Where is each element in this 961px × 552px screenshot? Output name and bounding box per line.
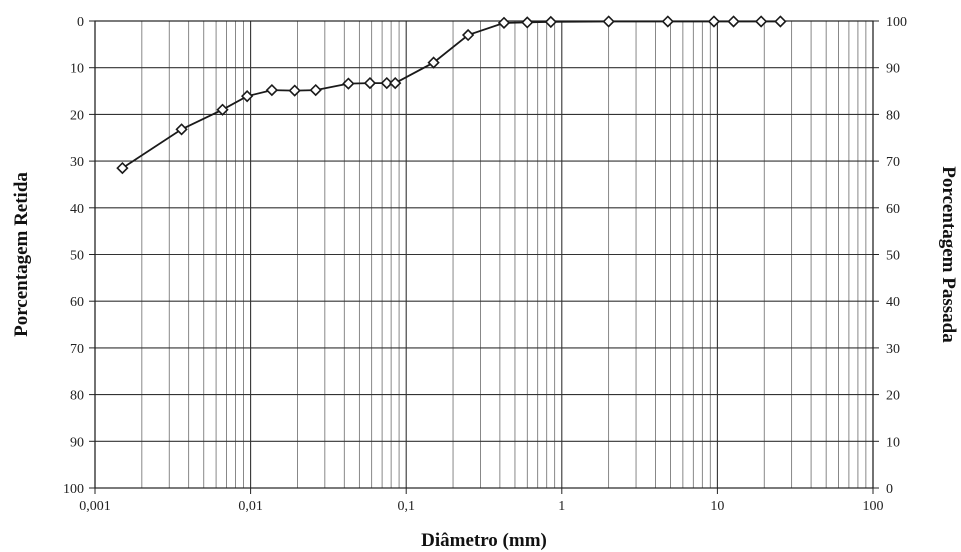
right-y-tick-label: 0	[886, 482, 893, 497]
data-point-marker	[497, 16, 511, 29]
data-point-marker	[544, 15, 557, 29]
data-point-marker	[288, 84, 301, 97]
data-point-marker	[309, 83, 322, 97]
left-y-tick-label: 10	[70, 62, 84, 77]
data-point-marker	[265, 83, 279, 97]
right-y-tick-label: 40	[886, 295, 900, 310]
right-y-tick-label: 30	[886, 342, 900, 357]
x-tick-label: 1	[558, 499, 565, 514]
right-y-tick-label: 60	[886, 202, 900, 217]
right-y-tick-label: 90	[886, 62, 900, 77]
data-point-marker	[175, 123, 188, 136]
left-y-tick-label: 60	[70, 295, 84, 310]
data-point-marker	[727, 15, 740, 28]
right-y-tick-label: 50	[886, 249, 900, 264]
left-y-tick-label: 30	[70, 155, 84, 170]
data-point-marker	[216, 103, 229, 116]
chart-grid	[94, 20, 874, 489]
data-point-marker	[389, 76, 402, 90]
x-tick-label: 0,1	[397, 499, 415, 514]
left-y-tick-label: 80	[70, 389, 84, 404]
data-point-marker	[661, 15, 674, 28]
series-line	[121, 20, 781, 169]
x-tick-label: 0,001	[79, 499, 111, 514]
x-axis-title: Diâmetro (mm)	[421, 530, 547, 551]
left-y-tick-label: 40	[70, 202, 84, 217]
left-y-tick-label: 70	[70, 342, 84, 357]
left-y-tick-label: 0	[77, 15, 84, 30]
left-y-axis-ticks: 0 10 20 30 40 50 60 70 80 90 100	[63, 15, 95, 497]
data-point-marker	[754, 15, 768, 28]
left-y-tick-label: 20	[70, 108, 84, 123]
x-axis-ticks: 0,001 0,01 0,1 1 10 100	[79, 488, 884, 514]
data-point-marker	[521, 16, 534, 29]
right-y-tick-label: 10	[886, 435, 900, 450]
right-y-tick-label: 70	[886, 155, 900, 170]
data-point-marker	[707, 15, 721, 28]
data-point-marker	[363, 76, 377, 90]
data-point-marker	[461, 28, 475, 42]
right-y-axis-ticks: 0 10 20 30 40 50 60 70 80 90 100	[873, 15, 907, 497]
x-tick-label: 10	[710, 499, 724, 514]
data-point-marker	[602, 15, 615, 28]
data-point-marker	[427, 56, 440, 69]
right-y-tick-label: 20	[886, 389, 900, 404]
data-point-marker	[342, 77, 355, 90]
left-y-tick-label: 50	[70, 249, 84, 264]
series-group	[116, 15, 787, 175]
x-tick-label: 0,01	[238, 499, 263, 514]
data-point-marker	[774, 15, 787, 28]
data-point-marker	[241, 90, 254, 103]
left-y-tick-label: 90	[70, 435, 84, 450]
right-y-tick-label: 100	[886, 15, 907, 30]
left-y-tick-label: 100	[63, 482, 84, 497]
right-y-tick-label: 80	[886, 108, 900, 123]
x-tick-label: 100	[863, 499, 884, 514]
right-y-axis-title: Porcentagem Passada	[938, 166, 959, 343]
left-y-axis-title: Porcentagem Retida	[11, 172, 32, 337]
data-point-marker	[380, 76, 393, 90]
data-point-marker	[116, 161, 129, 175]
